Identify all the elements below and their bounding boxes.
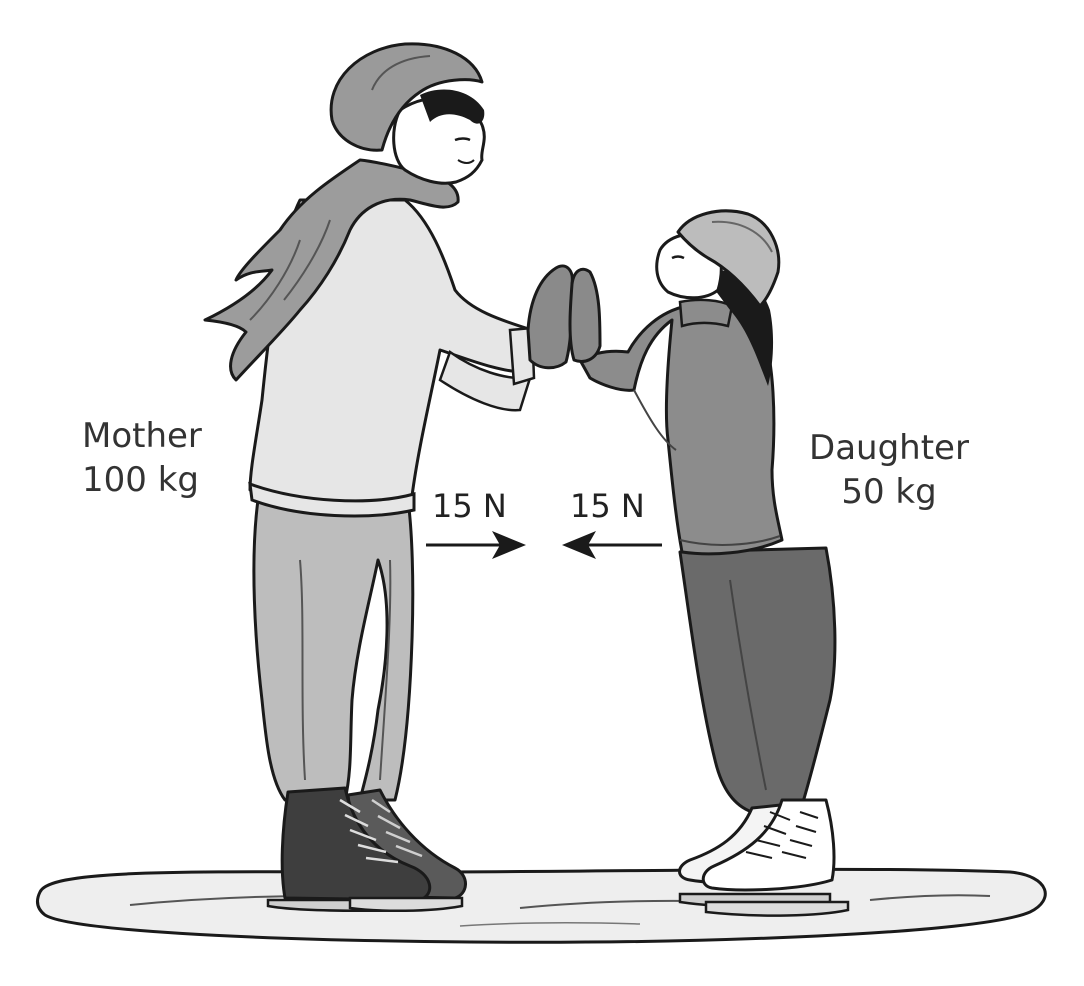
daughter-label: Daughter 50 kg <box>800 426 978 514</box>
force-arrow-left <box>562 531 662 559</box>
daughter-figure <box>568 209 850 917</box>
ice-patch <box>35 867 1047 944</box>
force-arrow-right <box>426 531 526 559</box>
daughter-name: Daughter <box>809 428 969 468</box>
daughter-hat <box>676 209 781 308</box>
mother-name: Mother <box>82 416 202 456</box>
mother-mass: 100 kg <box>82 460 199 500</box>
mother-skate-front <box>280 786 432 902</box>
force-label-left: 15 N <box>432 487 507 525</box>
mother-scarf <box>203 158 460 382</box>
mother-figure <box>203 42 574 913</box>
daughter-mass: 50 kg <box>841 472 937 512</box>
daughter-skate-front <box>701 798 836 892</box>
mother-pants <box>252 498 415 802</box>
force-label-right: 15 N <box>570 487 645 525</box>
mother-hat <box>329 42 484 152</box>
mother-mitten <box>526 264 574 370</box>
mother-label: Mother 100 kg <box>82 414 202 502</box>
daughter-pants <box>678 546 837 814</box>
daughter-mitten <box>568 267 602 363</box>
